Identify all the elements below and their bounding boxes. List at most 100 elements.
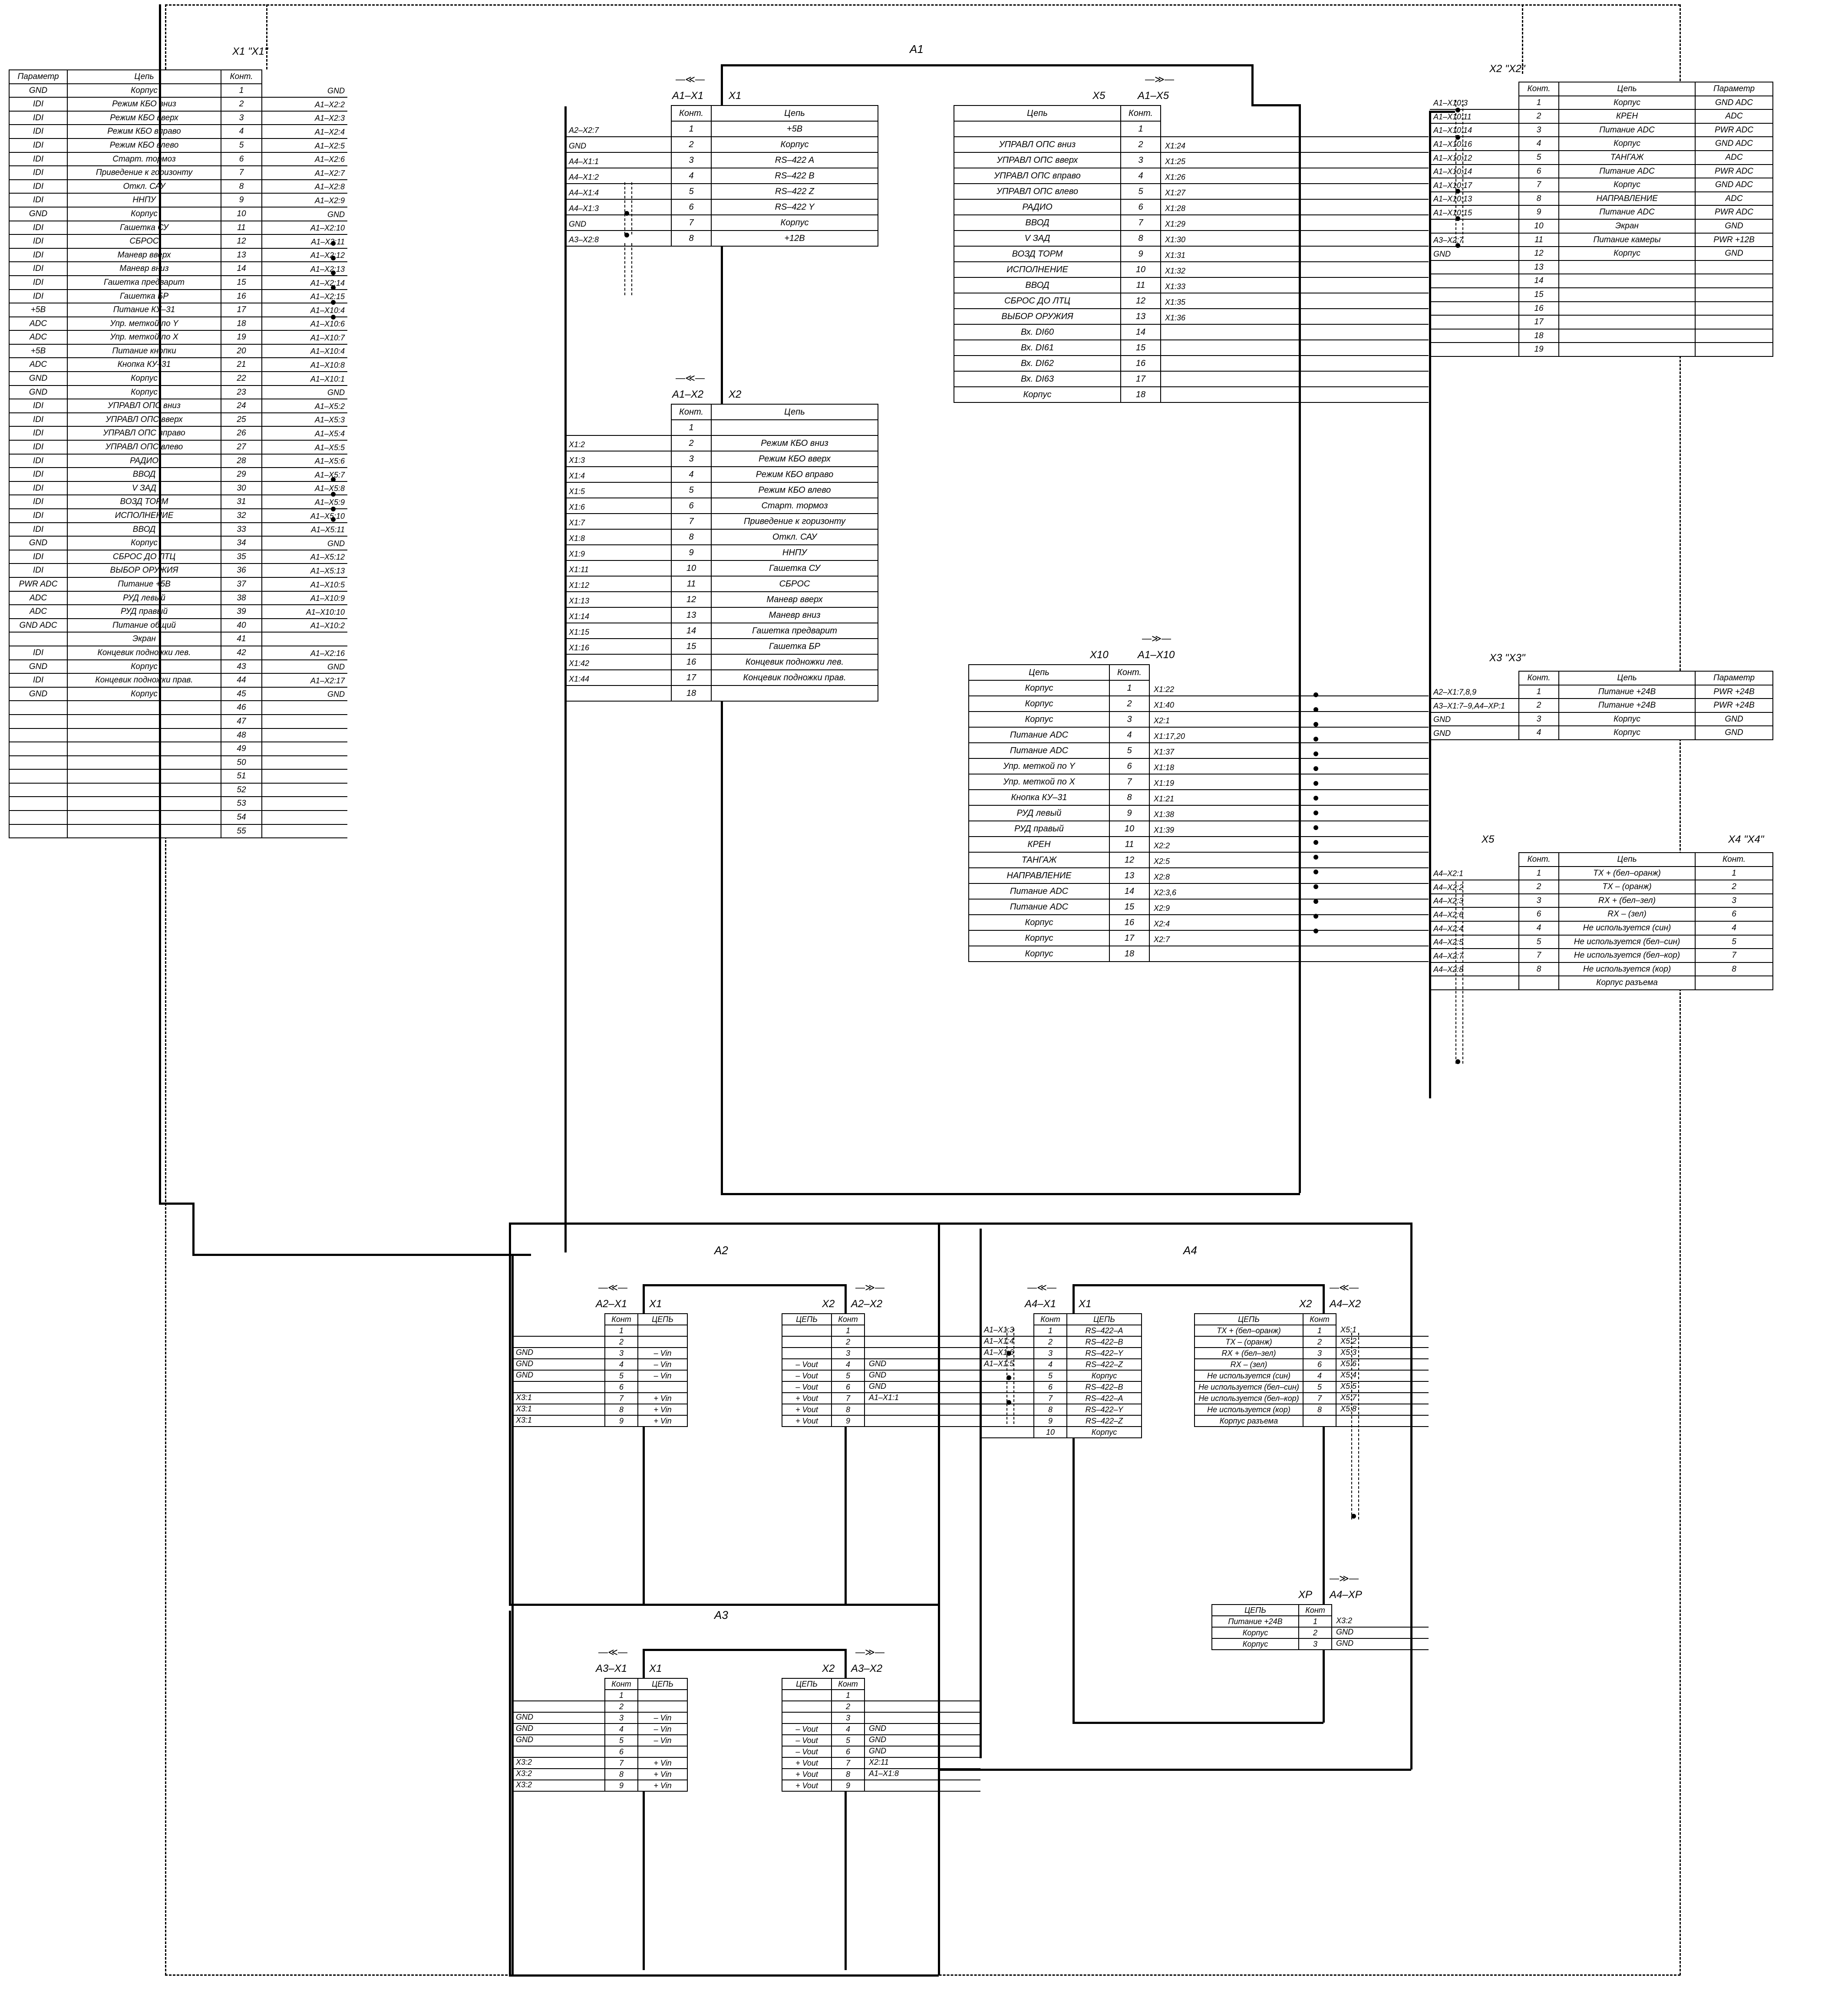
wire-label: X2:9 (1154, 904, 1170, 913)
cell-cep: Вх. DI60 (954, 324, 1121, 340)
wire-stub (262, 577, 347, 578)
x2-connector-table: Конт. Цепь Параметр 1 Корпус GND ADC 2 КРЕН ADC 3… (1518, 82, 1773, 357)
table-row: 3 Питание ADC PWR ADC (1518, 122, 1773, 138)
x3-connector-caption: X3 "X3" (1489, 652, 1525, 664)
wire-stub (865, 1426, 980, 1427)
cell-k: 1 (831, 1689, 865, 1701)
wire-stub (512, 1768, 605, 1769)
wire-label: A4–X1:1 (569, 157, 599, 166)
table-row: 2 (604, 1336, 688, 1348)
cell-k: 9 (831, 1780, 865, 1792)
cell-cep: + Vin (637, 1757, 688, 1769)
wire-stub (1161, 214, 1429, 215)
wire-stub (865, 1791, 980, 1792)
a3-outline-right (938, 1611, 940, 1975)
cell-k: 8 (1033, 1404, 1067, 1416)
table-row: Вх. DI61 15 (954, 339, 1161, 356)
cell-k: 18 (1518, 328, 1559, 343)
cell-k: 17 (221, 303, 262, 317)
wire-label: A1–X10:14 (1433, 126, 1472, 135)
a3-inner-top (643, 1649, 846, 1651)
cell-k: 15 (221, 275, 262, 290)
table-row: 5– Vin (604, 1370, 688, 1382)
junction-dot-4 (1455, 189, 1460, 194)
wire-label: GND (1433, 728, 1451, 738)
cell-k: 18 (1109, 946, 1150, 962)
cell-cep: СБРОС ДО ЛТЦ (67, 549, 221, 564)
cell-k: 3 (671, 152, 712, 168)
wire-stub (262, 481, 347, 482)
table-row: 54 (9, 810, 262, 825)
cell-param: GND (9, 83, 68, 98)
wire-stub (262, 343, 347, 345)
column-header: Конт. (1695, 852, 1773, 867)
cell-k1: 3 (1518, 893, 1559, 908)
table-row: ВОЗД ТОРМ 9 (954, 246, 1161, 262)
wire-stub (1430, 962, 1519, 963)
cell-k: 3 (1109, 711, 1150, 728)
cell-k: 18 (221, 316, 262, 331)
a3-outline-left (509, 1611, 511, 1975)
cell-param: IDI (9, 673, 68, 688)
junction-dot-24 (1313, 722, 1318, 727)
wire-stub (565, 136, 671, 137)
table-row: IDI Гашетка СУ 11 (9, 220, 262, 235)
cell-cep (67, 824, 221, 839)
table-row: Не используется (бел–кор) 7 (1194, 1392, 1336, 1404)
wire-label: X5:3 (1340, 1348, 1357, 1357)
table-row: ADC Упр. меткой по X 19 (9, 330, 262, 345)
cell-k2: 7 (1695, 948, 1773, 963)
cell-k: 18 (671, 685, 712, 702)
cell-k: 5 (1033, 1370, 1067, 1382)
wire-label: X1:11 (569, 565, 589, 574)
table-row: IDI V ЗАД 30 (9, 481, 262, 496)
cell-k: 14 (671, 623, 712, 639)
cell-param: ADC (9, 604, 68, 619)
cell-cep: Корпус (67, 83, 221, 98)
table-row: 15 Гашетка БР (671, 638, 878, 655)
table-row: Питание ADC 5 (968, 742, 1150, 759)
cell-k: 1 (671, 419, 712, 436)
cell-cep: Кнопка КУ–31 (968, 789, 1110, 806)
wire-stub (262, 659, 347, 660)
wire-stub (512, 1700, 605, 1701)
cell-k: 3 (1033, 1347, 1067, 1359)
cell-k: 6 (831, 1746, 865, 1758)
cell-k: 2 (671, 136, 712, 153)
wire-stub (262, 371, 347, 372)
table-row: Не используется (син) 4 (1194, 1370, 1336, 1382)
a4-xp-arrow-out: —≫— (1330, 1573, 1359, 1584)
wire-stub (1430, 287, 1519, 288)
table-row: IDI Режим КБО вправо 4 (9, 124, 262, 139)
cell-cep: Маневр вниз (67, 261, 221, 276)
table-row: GND Корпус 45 (9, 686, 262, 702)
cell-param (9, 810, 68, 825)
table-row: IDI ВЫБОР ОРУЖИЯ 36 (9, 563, 262, 578)
x1-connector-caption: X1 "X1" (232, 46, 268, 57)
wire-stub (1161, 355, 1429, 356)
column-header: Цепь (711, 404, 878, 420)
cell-k: 13 (671, 607, 712, 623)
wire-label: GND (869, 1359, 886, 1368)
wire-label: X2:3,6 (1154, 888, 1177, 897)
wire-label: X1:40 (1154, 701, 1175, 709)
cell-k: 2 (1033, 1336, 1067, 1348)
cell-k: 14 (1109, 883, 1150, 900)
table-row: 7 + Vin (604, 1757, 688, 1769)
x2-connector-caption: X2 "X2" (1489, 63, 1525, 75)
cell-k: 6 (604, 1746, 638, 1758)
wire-stub (262, 426, 347, 427)
cell-cep: Не используется (кор) (1194, 1404, 1304, 1416)
wire-stub (1430, 698, 1519, 699)
cell-param: GND (9, 686, 68, 702)
wire-stub (262, 782, 347, 784)
cell-cep: Корпус (67, 686, 221, 702)
wire-stub (1149, 930, 1429, 931)
junction-dot-31 (1313, 825, 1318, 830)
table-row: 2 КРЕН ADC (1518, 109, 1773, 124)
table-row: Кнопка КУ–31 8 (968, 789, 1150, 806)
wire-stub (1161, 386, 1429, 387)
cell-cep: Маневр вверх (711, 591, 878, 608)
table-row: IDI УПРАВЛ ОПС вниз 24 (9, 399, 262, 413)
column-header: Конт. (221, 69, 262, 84)
